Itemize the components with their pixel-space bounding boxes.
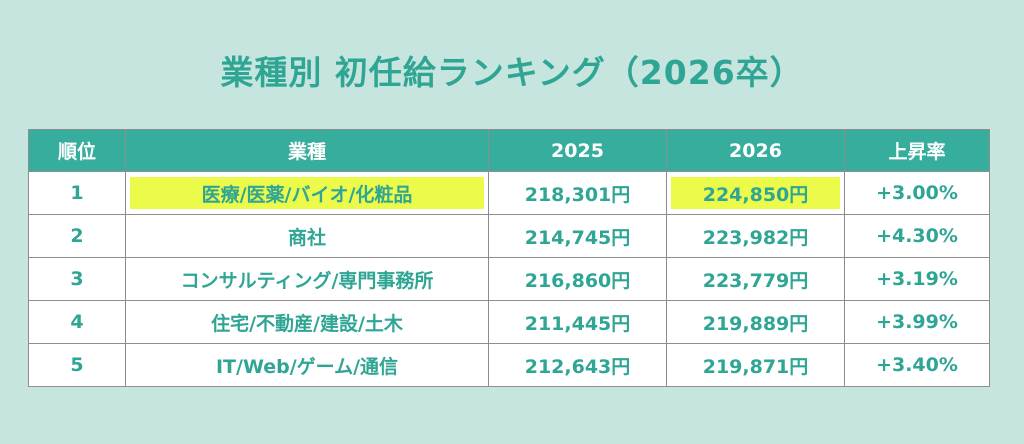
salary-2025-cell: 216,860円 (488, 257, 667, 301)
chart-title: 業種別 初任給ランキング（2026卒） (220, 53, 804, 92)
rank-cell: 4 (28, 300, 126, 344)
salary-2026-cell: 223,982円 (666, 214, 845, 258)
rate-cell: +3.00% (844, 171, 990, 215)
highlight-marker (671, 177, 840, 209)
table-row: 3 コンサルティング/専門事務所 216,860円 223,779円 +3.19… (28, 257, 990, 301)
column-header-2026: 2026 (666, 129, 845, 172)
salary-2026-cell: 219,889円 (666, 300, 845, 344)
industry-cell: コンサルティング/専門事務所 (125, 257, 489, 301)
salary-2026-value: 224,850円 (702, 183, 809, 206)
table-header-row: 順位 業種 2025 2026 上昇率 (28, 129, 990, 172)
salary-2026-cell: 219,871円 (666, 343, 845, 387)
table-row: 5 IT/Web/ゲーム/通信 212,643円 219,871円 +3.40% (28, 343, 990, 387)
rank-cell: 3 (28, 257, 126, 301)
salary-2025-cell: 211,445円 (488, 300, 667, 344)
table-row: 1 医療/医薬/バイオ/化粧品 218,301円 224,850円 +3.00% (28, 171, 990, 215)
column-header-rate: 上昇率 (844, 129, 990, 172)
salary-2026-cell: 223,779円 (666, 257, 845, 301)
rate-cell: +4.30% (844, 214, 990, 258)
industry-cell: IT/Web/ゲーム/通信 (125, 343, 489, 387)
column-header-industry: 業種 (125, 129, 489, 172)
column-header-2025: 2025 (488, 129, 667, 172)
rank-cell: 1 (28, 171, 126, 215)
rate-cell: +3.19% (844, 257, 990, 301)
industry-label: 医療/医薬/バイオ/化粧品 (201, 183, 413, 206)
rank-cell: 5 (28, 343, 126, 387)
ranking-table: 順位 業種 2025 2026 上昇率 1 医療/医薬/バイオ/化粧品 218,… (28, 129, 990, 387)
rate-cell: +3.40% (844, 343, 990, 387)
industry-cell-highlighted: 医療/医薬/バイオ/化粧品 (125, 171, 489, 215)
salary-2025-cell: 214,745円 (488, 214, 667, 258)
table-row: 2 商社 214,745円 223,982円 +4.30% (28, 214, 990, 258)
column-header-rank: 順位 (28, 129, 126, 172)
salary-2025-cell: 218,301円 (488, 171, 667, 215)
industry-cell: 商社 (125, 214, 489, 258)
table-row: 4 住宅/不動産/建設/土木 211,445円 219,889円 +3.99% (28, 300, 990, 344)
rank-cell: 2 (28, 214, 126, 258)
industry-cell: 住宅/不動産/建設/土木 (125, 300, 489, 344)
salary-2025-cell: 212,643円 (488, 343, 667, 387)
salary-2026-cell-highlighted: 224,850円 (666, 171, 845, 215)
rate-cell: +3.99% (844, 300, 990, 344)
highlight-marker (130, 177, 484, 209)
